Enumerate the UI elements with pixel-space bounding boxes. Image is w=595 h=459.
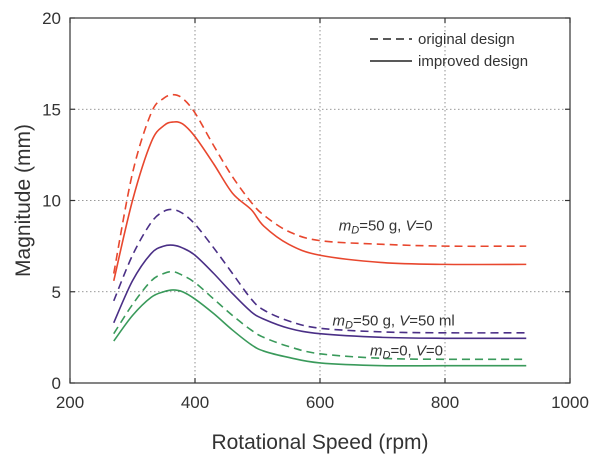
x-tick-label: 200 <box>56 393 84 412</box>
grid-lines <box>70 18 570 383</box>
y-tick-label: 15 <box>42 100 61 119</box>
x-tick-label: 600 <box>306 393 334 412</box>
axis-ticks: 200 400 600 800 1000 0 5 10 15 20 <box>42 9 589 412</box>
series-line-5 <box>113 289 527 367</box>
series-line-1 <box>112 121 527 281</box>
y-tick-label: 10 <box>42 192 61 211</box>
annotation-green: mD=0, V=0 <box>370 343 443 362</box>
x-tick-label: 1000 <box>551 393 589 412</box>
legend-label-improved: improved design <box>418 53 528 70</box>
annotation-purple: mD=50 g, V=50 ml <box>333 313 455 332</box>
curve-annotations: mD=50 g, V=0 mD=50 g, V=50 ml mD=0, V=0 <box>333 218 455 362</box>
series-lines <box>112 93 527 367</box>
series-line-4 <box>113 270 527 361</box>
y-tick-label: 20 <box>42 9 61 28</box>
annotation-red: mD=50 g, V=0 <box>339 218 433 237</box>
y-axis-title: Magnitude (mm) <box>12 124 35 277</box>
x-tick-label: 400 <box>181 393 209 412</box>
y-tick-label: 0 <box>52 374 61 393</box>
y-tick-label: 5 <box>52 283 61 302</box>
legend-label-original: original design <box>418 31 515 48</box>
series-line-3 <box>113 244 527 340</box>
series-line-0 <box>112 93 527 274</box>
legend: original design improved design <box>370 31 528 70</box>
series-line-2 <box>113 208 527 334</box>
x-axis-title: Rotational Speed (rpm) <box>211 431 428 454</box>
x-tick-label: 800 <box>431 393 459 412</box>
